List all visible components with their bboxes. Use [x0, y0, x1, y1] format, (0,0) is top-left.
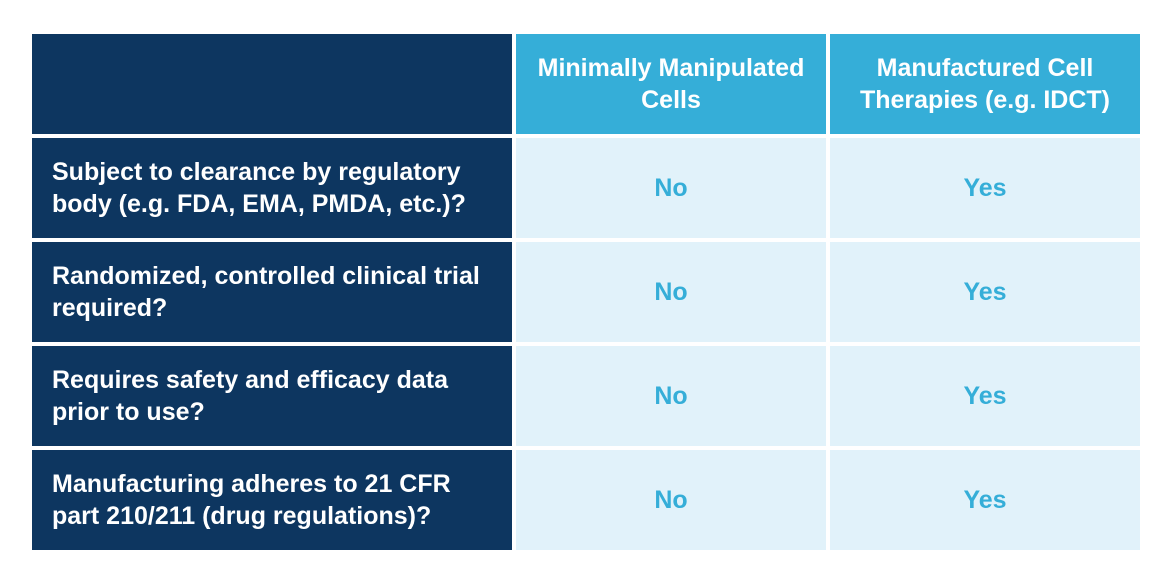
- cell-clinical-trial-minimally: No: [516, 242, 826, 342]
- cell-manufacturing-cfr-manufactured: Yes: [830, 450, 1140, 550]
- row-header-regulatory-clearance: Subject to clearance by regulatory body …: [32, 138, 512, 238]
- cell-regulatory-clearance-minimally: No: [516, 138, 826, 238]
- cell-clinical-trial-manufactured: Yes: [830, 242, 1140, 342]
- cell-safety-efficacy-minimally: No: [516, 346, 826, 446]
- row-header-clinical-trial: Randomized, controlled clinical trial re…: [32, 242, 512, 342]
- column-header-manufactured-therapies: Manufactured Cell Therapies (e.g. IDCT): [830, 34, 1140, 134]
- comparison-table: Minimally Manipulated Cells Manufactured…: [32, 34, 1140, 550]
- table-corner-cell: [32, 34, 512, 134]
- cell-regulatory-clearance-manufactured: Yes: [830, 138, 1140, 238]
- cell-safety-efficacy-manufactured: Yes: [830, 346, 1140, 446]
- row-header-manufacturing-cfr: Manufacturing adheres to 21 CFR part 210…: [32, 450, 512, 550]
- column-header-minimally-manipulated: Minimally Manipulated Cells: [516, 34, 826, 134]
- row-header-safety-efficacy: Requires safety and efficacy data prior …: [32, 346, 512, 446]
- cell-manufacturing-cfr-minimally: No: [516, 450, 826, 550]
